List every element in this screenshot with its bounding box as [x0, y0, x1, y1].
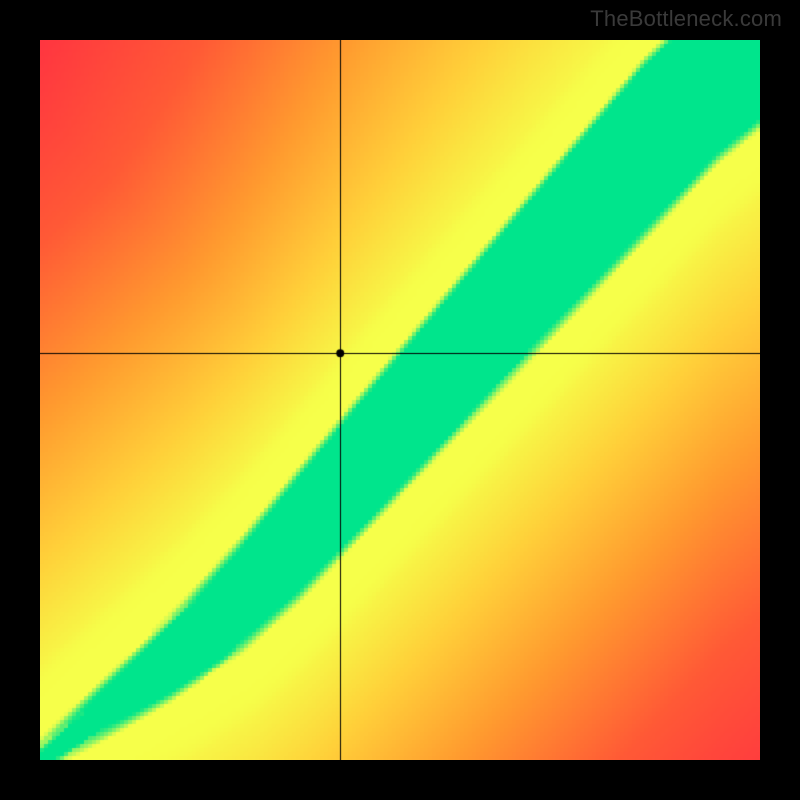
chart-container: TheBottleneck.com — [0, 0, 800, 800]
watermark-text: TheBottleneck.com — [590, 6, 782, 32]
plot-area — [40, 40, 760, 760]
heatmap-canvas — [40, 40, 760, 760]
